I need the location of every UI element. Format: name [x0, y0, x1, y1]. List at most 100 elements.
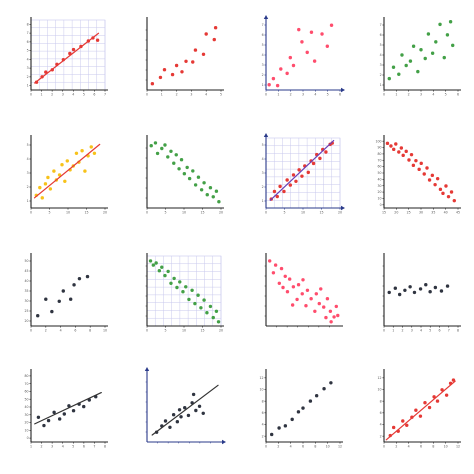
x-tick-label: 25 [407, 211, 411, 215]
chart-svg: 0 5 10 15 20 1 2 3 4 5 [27, 135, 108, 215]
y-tick-label: 2 [380, 73, 382, 77]
data-point [177, 167, 181, 171]
data-point [57, 417, 62, 421]
data-point [287, 277, 292, 281]
y-tick-label: 12 [260, 376, 264, 380]
y-tick-label: 10 [260, 388, 264, 392]
y-tick-label: 7 [27, 31, 29, 35]
data-point [422, 172, 426, 176]
y-tick-label: 5 [262, 143, 264, 147]
data-point [294, 179, 298, 183]
y-tick-label: 4 [262, 423, 264, 427]
y-tick-label: 6 [27, 40, 29, 44]
data-point [44, 297, 48, 301]
data-point [158, 75, 163, 80]
y-tick-label: 4 [380, 53, 382, 57]
data-point [83, 169, 87, 173]
y-tick-label: 60 [25, 390, 29, 394]
y-tick-label: 2 [262, 73, 264, 77]
data-point [191, 60, 195, 64]
data-point [279, 266, 284, 271]
x-tick-label: 4 [72, 93, 74, 97]
data-point [196, 175, 201, 179]
x-tick-label: 8 [457, 329, 459, 333]
data-point [419, 48, 423, 52]
data-point [404, 149, 408, 154]
y-tick-label: 2 [262, 434, 264, 438]
data-point [306, 170, 310, 175]
data-point [320, 32, 324, 36]
data-point [391, 425, 396, 430]
y-tick-label: 1 [27, 84, 29, 88]
x-tick-label: 10 [301, 211, 305, 215]
chart-svg [144, 367, 226, 445]
y-tick-label: 1 [27, 199, 29, 203]
y-tick-label: 4 [262, 157, 264, 161]
x-tick-label: 3 [411, 329, 413, 333]
data-point [85, 274, 90, 279]
y-tick-label: 0 [27, 436, 29, 440]
trend-line [34, 391, 102, 425]
x-tick-label: 0 [265, 445, 267, 449]
data-point [277, 281, 282, 285]
x-tick-label: 6 [438, 329, 440, 333]
x-tick-label: 2 [401, 329, 403, 333]
x-tick-label: 10 [326, 445, 330, 449]
x-tick-label: 6 [83, 445, 85, 449]
data-point [439, 289, 444, 293]
x-tick-label: 10 [182, 211, 186, 215]
data-point [300, 292, 304, 296]
data-point [214, 309, 219, 313]
data-point [417, 167, 421, 172]
data-point [446, 194, 451, 199]
data-point [445, 33, 450, 37]
data-point [400, 53, 404, 57]
data-point [325, 297, 330, 301]
data-point [211, 315, 215, 320]
data-point [193, 48, 198, 52]
x-tick-label: 4 [290, 445, 292, 449]
data-point [332, 315, 336, 319]
y-tick-label: 6 [380, 33, 382, 37]
data-point [177, 408, 182, 412]
data-point [290, 303, 295, 307]
data-point [184, 285, 188, 289]
data-point [275, 83, 280, 88]
data-point [319, 287, 323, 291]
data-point [428, 290, 432, 294]
data-point [214, 189, 219, 193]
data-point [160, 265, 164, 269]
x-tick-label: 1 [395, 93, 397, 97]
x-tick-label: 1 [41, 93, 43, 97]
data-point [408, 285, 412, 289]
data-point [397, 150, 401, 154]
data-point [160, 146, 164, 151]
data-point [217, 200, 221, 204]
data-point [296, 410, 301, 414]
data-point [325, 44, 330, 48]
data-point [171, 413, 176, 417]
x-tick-label: 5 [283, 211, 285, 215]
x-tick-label: 3 [51, 445, 53, 449]
x-tick-label: 6 [420, 445, 422, 449]
y-tick-label: 45 [25, 269, 29, 273]
x-tick-label: 4 [420, 329, 422, 333]
y-tick-label: 2 [27, 185, 29, 189]
data-point [202, 181, 206, 185]
x-tick-label: 15 [382, 211, 386, 215]
data-point [304, 304, 308, 308]
data-point [71, 47, 76, 52]
y-tick-label: 5 [380, 43, 382, 47]
data-point [288, 183, 293, 187]
y-tick-label: 10 [25, 428, 29, 432]
y-axis-arrow [144, 367, 150, 371]
data-point [46, 175, 50, 180]
chart-svg: 0 1 2 3 4 5 [145, 17, 224, 97]
data-point [150, 82, 155, 86]
data-point [42, 423, 46, 428]
data-point [38, 185, 42, 190]
data-point [166, 269, 170, 274]
data-point [403, 288, 407, 292]
y-axis-arrow [263, 133, 269, 137]
y-tick-label: 50 [25, 397, 29, 401]
